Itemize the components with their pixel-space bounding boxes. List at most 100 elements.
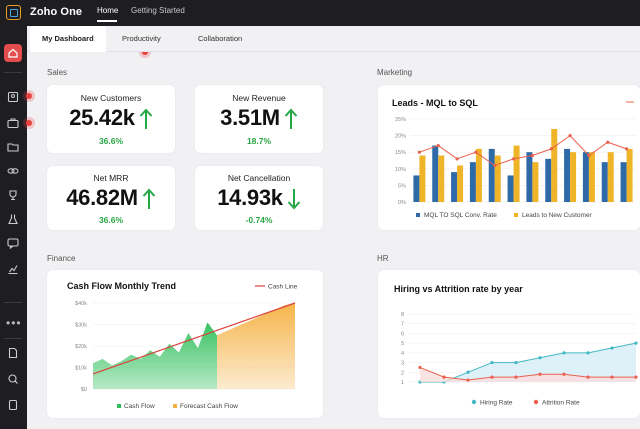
legend-swatch <box>514 213 518 217</box>
y-tick-label: $30k <box>75 323 87 329</box>
bar-mql-to-sql <box>564 148 571 202</box>
kpi-label: New Customers <box>80 93 142 103</box>
flask-icon[interactable] <box>4 210 22 228</box>
sidebar-divider <box>4 338 22 339</box>
hr-chart-card[interactable]: Hiring vs Attrition rate by year 8 7 6 5 4 3 2… <box>378 270 640 418</box>
y-tick-label: 6 <box>401 331 404 337</box>
trend-point <box>417 150 422 154</box>
nav-getting-started[interactable]: Getting Started <box>131 6 185 15</box>
bar-leads-to-customer <box>438 155 445 202</box>
bar-leads-to-customer <box>607 152 614 202</box>
y-tick-label: 5 <box>401 341 404 347</box>
section-marketing: Marketing <box>377 68 413 77</box>
legend-label: MQL TO SQL Conv. Rate <box>424 212 497 219</box>
bar-leads-to-customer <box>551 128 558 202</box>
finance-chart-card[interactable]: Cash Flow Monthly Trend $40k $30k $20k $10k… <box>47 270 323 418</box>
legend-swatch <box>117 404 121 408</box>
trend-point <box>493 163 497 168</box>
cash-line <box>92 302 296 375</box>
kpi-change: 18.7% <box>246 136 272 146</box>
nav-home[interactable]: Home <box>97 6 119 15</box>
attrition-rate-point <box>610 375 614 379</box>
y-tick-label: 8 <box>401 312 404 318</box>
attrition-rate-area <box>420 367 636 382</box>
tab-collaboration[interactable]: Collaboration <box>198 34 243 43</box>
kpi-value: 3.51M <box>220 105 280 130</box>
y-tick-label: 7 <box>401 322 404 328</box>
y-tick-label: 0% <box>398 200 406 206</box>
kpi-value-wrap: 25.42k <box>47 105 175 131</box>
app-title: Zoho One <box>30 6 83 18</box>
marketing-chart-card[interactable]: Leads - MQL to SQL 25% 20% 15% 10% 5% 0% MQL T… <box>378 85 640 230</box>
tab-productivity[interactable]: Productivity <box>122 34 161 43</box>
nav-home-indicator <box>97 20 117 22</box>
section-hr: HR <box>377 254 389 263</box>
bar-mql-to-sql <box>469 162 476 202</box>
y-tick-label: 4 <box>401 351 404 357</box>
kpi-change: 36.6% <box>98 136 124 146</box>
kpi-card-new-revenue[interactable]: New Revenue 3.51M 18.7% <box>195 85 323 153</box>
trend-point <box>436 143 440 148</box>
bar-mql-to-sql <box>526 152 533 202</box>
arrow-down-icon <box>287 189 300 210</box>
hiring-rate-point <box>514 360 518 365</box>
handshake-icon[interactable] <box>4 162 22 180</box>
section-finance: Finance <box>47 254 76 263</box>
hiring-rate-point <box>610 346 614 350</box>
kpi-change: 36.6% <box>98 215 124 225</box>
phone-icon[interactable] <box>4 396 22 414</box>
notification-dot <box>142 49 148 55</box>
kpi-card-net-mrr[interactable]: Net MRR 46.82M 36.6% <box>47 166 175 230</box>
kpi-value: 46.82M <box>66 185 138 210</box>
tab-my-dashboard[interactable]: My Dashboard <box>30 26 106 52</box>
kpi-card-new-customers[interactable]: New Customers 25.42k 36.6% <box>47 85 175 153</box>
bar-leads-to-customer <box>532 162 539 202</box>
legend-label: Leads to New Customer <box>522 212 593 219</box>
trophy-icon[interactable] <box>4 186 22 204</box>
y-tick-label: 5% <box>398 183 406 189</box>
briefcase-icon[interactable] <box>4 114 22 132</box>
attrition-rate-point <box>586 375 590 379</box>
trend-point <box>474 150 478 154</box>
kpi-value-wrap: 14.93k <box>195 185 323 211</box>
bar-leads-to-customer <box>570 152 577 202</box>
y-tick-label: 20% <box>395 134 406 140</box>
kpi-label: Net MRR <box>93 173 129 183</box>
kpi-change: -0.74% <box>245 215 273 225</box>
kpi-value: 14.93k <box>217 185 283 210</box>
hiring-attrition-chart: 8 7 6 5 4 3 2 1 Hiring Rate Attrition Rate <box>401 312 638 407</box>
kpi-card-net-cancellation[interactable]: Net Cancellation 14.93k -0.74% <box>195 166 323 230</box>
attrition-rate-point <box>418 365 422 370</box>
hiring-rate-point <box>562 351 566 355</box>
leads-chart: 25% 20% 15% 10% 5% 0% MQL TO SQL Conv. Rate Lea… <box>395 101 636 219</box>
bar-mql-to-sql <box>601 162 608 202</box>
trend-point <box>549 147 553 151</box>
bar-mql-to-sql <box>545 158 552 202</box>
zoho-logo-icon[interactable] <box>6 5 21 20</box>
forecast-cash-flow-area <box>217 303 295 389</box>
chat-icon[interactable] <box>4 234 22 252</box>
more-icon[interactable]: ••• <box>6 316 22 330</box>
y-tick-label: $0 <box>81 387 87 393</box>
cash-flow-chart: $40k $30k $20k $10k $0 Cash Line Cash Flow Fore… <box>75 284 298 411</box>
legend-label: Forecast Cash Flow <box>180 403 238 410</box>
folder-icon[interactable] <box>4 138 22 156</box>
home-icon[interactable] <box>4 44 22 62</box>
hiring-rate-point <box>538 356 542 360</box>
kpi-label: Net Cancellation <box>227 173 291 183</box>
y-tick-label: 3 <box>401 361 404 367</box>
document-icon[interactable] <box>4 344 22 362</box>
chart-title: Leads - MQL to SQL <box>392 98 478 108</box>
contacts-icon[interactable] <box>4 88 22 106</box>
chart-title: Hiring vs Attrition rate by year <box>394 284 523 294</box>
trend-point <box>587 153 591 158</box>
y-tick-label: 1 <box>401 380 404 386</box>
bar-mql-to-sql <box>413 175 420 202</box>
notification-dot <box>26 93 32 99</box>
bar-mql-to-sql <box>620 162 627 202</box>
trend-line <box>419 134 627 167</box>
trend-point <box>455 157 459 161</box>
chart-icon[interactable] <box>4 260 22 278</box>
search-person-icon[interactable] <box>4 370 22 388</box>
kpi-value-wrap: 3.51M <box>195 105 323 131</box>
